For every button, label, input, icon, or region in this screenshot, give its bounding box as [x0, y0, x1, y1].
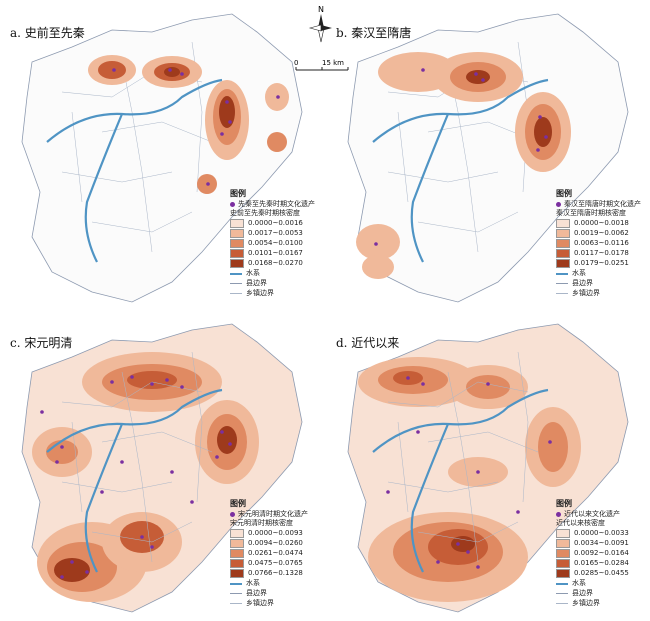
township-boundaries	[61, 41, 213, 253]
legend-site-row: 近代以来文化遗产	[556, 510, 648, 519]
legend-heading: 图例	[556, 499, 572, 508]
legend: 图例 近代以来文化遗产 近代以来核密度 0.0000~0.0033 0.0034…	[556, 499, 648, 608]
legend-class: 0.0285~0.0455	[556, 569, 648, 578]
legend-class: 0.0000~0.0093	[230, 529, 322, 538]
legend-density-label: 宋元明清时期核密度	[230, 519, 293, 527]
legend: 图例 宋元明清时期文化遗产 宋元明清时期核密度 0.0000~0.0093 0.…	[230, 499, 322, 608]
legend-heading: 图例	[230, 189, 246, 198]
legend-class: 0.0475~0.0765	[230, 559, 322, 568]
legend-class: 0.0092~0.0164	[556, 549, 648, 558]
legend-class: 0.0000~0.0018	[556, 219, 648, 228]
legend-class: 0.0019~0.0062	[556, 229, 648, 238]
legend-water: 水系	[230, 269, 322, 278]
legend-water: 水系	[556, 579, 648, 588]
river	[372, 388, 549, 573]
site-dot-icon	[556, 512, 561, 517]
legend-township: 乡镇边界	[556, 599, 648, 608]
river	[46, 78, 223, 263]
legend-class: 0.0017~0.0053	[230, 229, 322, 238]
legend-township: 乡镇边界	[556, 289, 648, 298]
legend-heading: 图例	[230, 499, 246, 508]
legend-class: 0.0165~0.0284	[556, 559, 648, 568]
scale-bar: 0 15 km	[292, 58, 352, 76]
township-boundaries	[61, 351, 213, 563]
legend-class: 0.0261~0.0474	[230, 549, 322, 558]
legend-density-label: 史前至先秦时期核密度	[230, 209, 300, 217]
svg-text:0: 0	[294, 59, 298, 67]
legend-class: 0.0179~0.0251	[556, 259, 648, 268]
site-dot-icon	[230, 202, 235, 207]
map-panel-c: c. 宋元明清 图例 宋元明清时期文化遗产 宋元明清时期核密度 0.0000~0…	[2, 312, 322, 617]
site-dot-icon	[556, 202, 561, 207]
legend-class: 0.0168~0.0270	[230, 259, 322, 268]
legend-class: 0.0117~0.0178	[556, 249, 648, 258]
legend-site-row: 秦汉至隋唐时期文化遗产	[556, 200, 648, 209]
site-dot-icon	[230, 512, 235, 517]
legend-class: 0.0000~0.0016	[230, 219, 322, 228]
density-hotspots	[88, 55, 289, 194]
map-a-canvas	[21, 13, 303, 303]
legend-class: 0.0094~0.0260	[230, 539, 322, 548]
panel-title: a. 史前至先秦	[10, 26, 85, 40]
heritage-sites	[40, 375, 232, 579]
river	[372, 78, 549, 263]
legend-county: 县边界	[230, 279, 322, 288]
legend-site-row: 宋元明清时期文化遗产	[230, 510, 322, 519]
panel-title: d. 近代以来	[336, 336, 400, 350]
legend-class: 0.0766~0.1328	[230, 569, 322, 578]
legend-density-label: 近代以来核密度	[556, 519, 605, 527]
panel-title: b. 秦汉至隋唐	[336, 26, 412, 40]
legend-class: 0.0034~0.0091	[556, 539, 648, 548]
legend-township: 乡镇边界	[230, 289, 322, 298]
density-hotspots	[358, 357, 581, 602]
map-b-canvas	[347, 13, 629, 303]
legend-class: 0.0063~0.0116	[556, 239, 648, 248]
legend-water: 水系	[230, 579, 322, 588]
map-c-canvas	[21, 323, 303, 613]
map-panel-d: d. 近代以来 图例 近代以来文化遗产 近代以来核密度 0.0000~0.003…	[328, 312, 648, 617]
heritage-sites	[112, 68, 280, 186]
north-arrow-icon: N	[306, 4, 336, 44]
density-hotspots	[356, 52, 571, 279]
river	[46, 388, 223, 573]
legend-county: 县边界	[556, 589, 648, 598]
legend-site-row: 先秦至先秦时期文化遗产	[230, 200, 322, 209]
legend-density-label: 秦汉至隋唐时期核密度	[556, 209, 626, 217]
legend-class: 0.0000~0.0033	[556, 529, 648, 538]
legend-heading: 图例	[556, 189, 572, 198]
legend-class: 0.0101~0.0167	[230, 249, 322, 258]
legend: 图例 先秦至先秦时期文化遗产 史前至先秦时期核密度 0.0000~0.0016 …	[230, 189, 322, 298]
legend-county: 县边界	[230, 589, 322, 598]
legend-county: 县边界	[556, 279, 648, 288]
legend-township: 乡镇边界	[230, 599, 322, 608]
map-d-canvas	[347, 323, 629, 613]
legend-class: 0.0054~0.0100	[230, 239, 322, 248]
svg-text:N: N	[318, 5, 324, 14]
svg-text:15 km: 15 km	[322, 59, 344, 67]
legend-water: 水系	[556, 269, 648, 278]
map-panel-b: b. 秦汉至隋唐 图例 秦汉至隋唐时期文化遗产 秦汉至隋唐时期核密度 0.000…	[328, 2, 648, 307]
heritage-sites	[386, 376, 552, 569]
panel-title: c. 宋元明清	[10, 336, 73, 350]
map-panel-a: a. 史前至先秦 图例 先秦至先秦时期文化遗产 史前至先秦时期核密度 0.000…	[2, 2, 322, 307]
heritage-sites	[374, 68, 548, 246]
legend: 图例 秦汉至隋唐时期文化遗产 秦汉至隋唐时期核密度 0.0000~0.0018 …	[556, 189, 648, 298]
township-boundaries	[387, 351, 539, 563]
